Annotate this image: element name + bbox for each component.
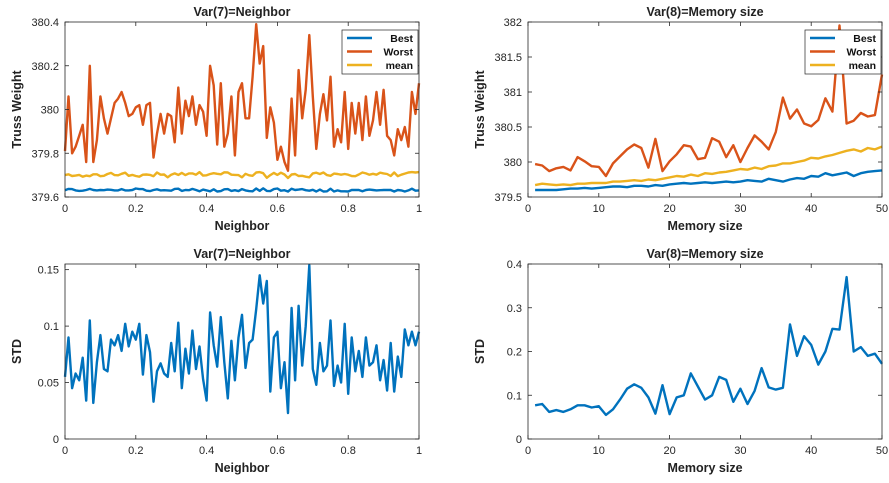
worst-series-line [534,24,884,178]
y-tick-label: 0.3 [507,303,522,315]
y-tick-label: 382 [504,17,522,29]
x-tick-label: 0.4 [199,203,214,215]
y-tick-label: 379.5 [494,192,522,204]
y-tick-label: 380.2 [31,61,59,73]
x-tick-label: 10 [593,445,605,457]
y-tick-label: 0 [516,434,522,446]
y-tick-label: 0.1 [44,321,59,333]
x-tick-label: 30 [734,203,746,215]
y-tick-label: 0.1 [507,390,522,402]
y-tick-label: 379.6 [31,192,59,204]
x-axis-label: Neighbor [215,219,270,233]
x-tick-label: 0 [62,445,68,457]
plot-memory-size-std: 0 10 20 30 40 50 0 0.1 0.2 0.3 0.4 Var(8)=Memory si… [473,247,888,475]
x-tick-label: 0 [62,203,68,215]
x-tick-label: 50 [876,445,888,457]
y-tick-label: 380 [41,105,59,117]
legend-label-mean: mean [849,60,876,72]
x-tick-label: 10 [593,203,605,215]
plot-neighbor-std: 0 0.2 0.4 0.6 0.8 1 0 0.05 0.1 0.15 Var(7)=Neighbo… [10,247,422,475]
x-tick-label: 30 [734,445,746,457]
x-tick-label: 1 [416,445,422,457]
x-tick-label: 0.2 [128,203,143,215]
chart-title: Var(7)=Neighbor [194,247,291,261]
x-tick-label: 0.6 [270,203,285,215]
chart-title: Var(7)=Neighbor [194,5,291,19]
legend-label-worst: Worst [383,47,413,59]
y-axis-label: STD [10,339,24,364]
y-tick-label: 0.2 [507,347,522,359]
worst-series-line [63,23,421,172]
best-series-line [64,187,420,193]
legend-label-best: Best [853,33,876,45]
plot-neighbor-truss-weight: 0 0.2 0.4 0.6 0.8 1 379.6 379.8 380 380.2 380.4 Var… [10,5,422,233]
x-tick-label: 40 [805,445,817,457]
mean-series-line [534,145,883,187]
best-series-line [535,169,883,192]
y-axis-label: Truss Weight [473,70,487,149]
x-axis-label: Memory size [667,461,742,475]
x-tick-label: 40 [805,203,817,215]
y-tick-label: 0.05 [38,378,59,390]
x-tick-label: 20 [663,445,675,457]
legend-label-mean: mean [386,60,413,72]
plot-area [65,264,419,439]
x-axis-label: Memory size [667,219,742,233]
x-tick-label: 50 [876,203,888,215]
y-tick-label: 381.5 [494,52,522,64]
plot-memory-size-truss-weight: 0 10 20 30 40 50 379.5 380 380.5 381 381.5 382 Var(8… [473,5,888,233]
x-tick-label: 20 [663,203,675,215]
chart-title: Var(8)=Memory size [646,247,763,261]
mean-series-line [64,170,420,180]
x-tick-label: 0.4 [199,445,214,457]
x-axis-label: Neighbor [215,461,270,475]
plot-area [528,264,882,439]
y-tick-label: 381 [504,87,522,99]
y-tick-label: 380 [504,157,522,169]
y-tick-label: 380.4 [31,17,59,29]
y-axis-label: STD [473,339,487,364]
legend-label-worst: Worst [846,47,876,59]
x-tick-label: 1 [416,203,422,215]
y-tick-label: 380.5 [494,122,522,134]
x-tick-label: 0 [525,445,531,457]
axes-box [64,263,420,440]
chart-title: Var(8)=Memory size [646,5,763,19]
std-series-line [63,263,421,415]
y-tick-label: 0 [53,434,59,446]
legend-label-best: Best [390,33,413,45]
x-tick-label: 0.8 [341,203,356,215]
y-tick-label: 0.15 [38,265,59,277]
std-series-line [534,275,883,417]
axes-box [527,21,883,198]
x-tick-label: 0.6 [270,445,285,457]
x-tick-label: 0 [525,203,531,215]
y-tick-label: 0.4 [507,259,522,271]
y-tick-label: 379.8 [31,148,59,160]
x-tick-label: 0.8 [341,445,356,457]
y-axis-label: Truss Weight [10,70,24,149]
x-tick-label: 0.2 [128,445,143,457]
